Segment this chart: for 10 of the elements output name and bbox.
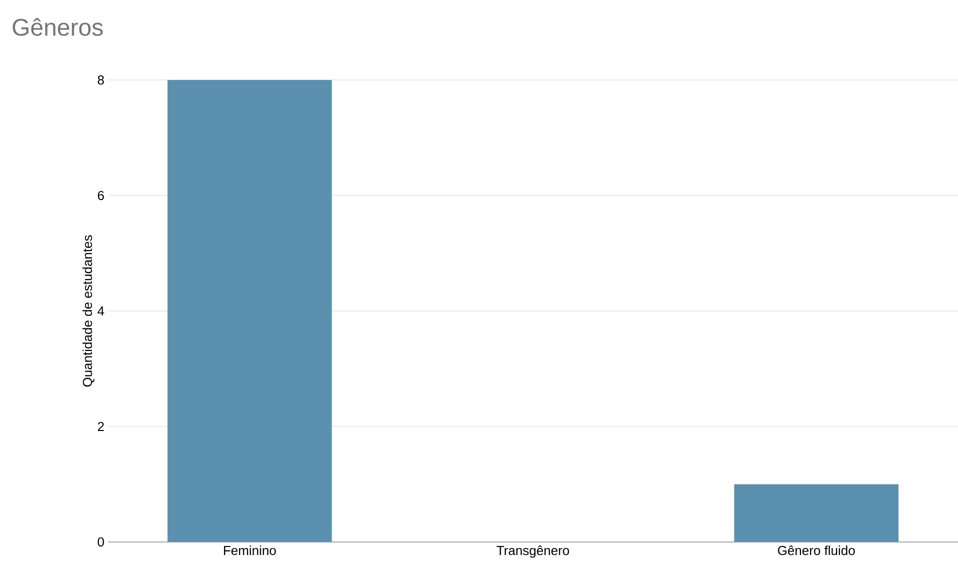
y-tick-label: 6 [98, 190, 104, 200]
y-axis-title: Quantidade de estudantes [82, 235, 94, 387]
y-tick-label: 4 [98, 306, 104, 316]
x-tick-label: Transgênero [496, 546, 570, 558]
y-tick-label: 2 [98, 422, 104, 432]
y-tick-label: 0 [98, 537, 104, 547]
x-tick-label: Feminino [224, 546, 276, 556]
y-tick-label: 8 [98, 75, 104, 85]
x-tick-label: Gênero fluido [778, 546, 855, 556]
chart-title: Gêneros [12, 18, 103, 36]
